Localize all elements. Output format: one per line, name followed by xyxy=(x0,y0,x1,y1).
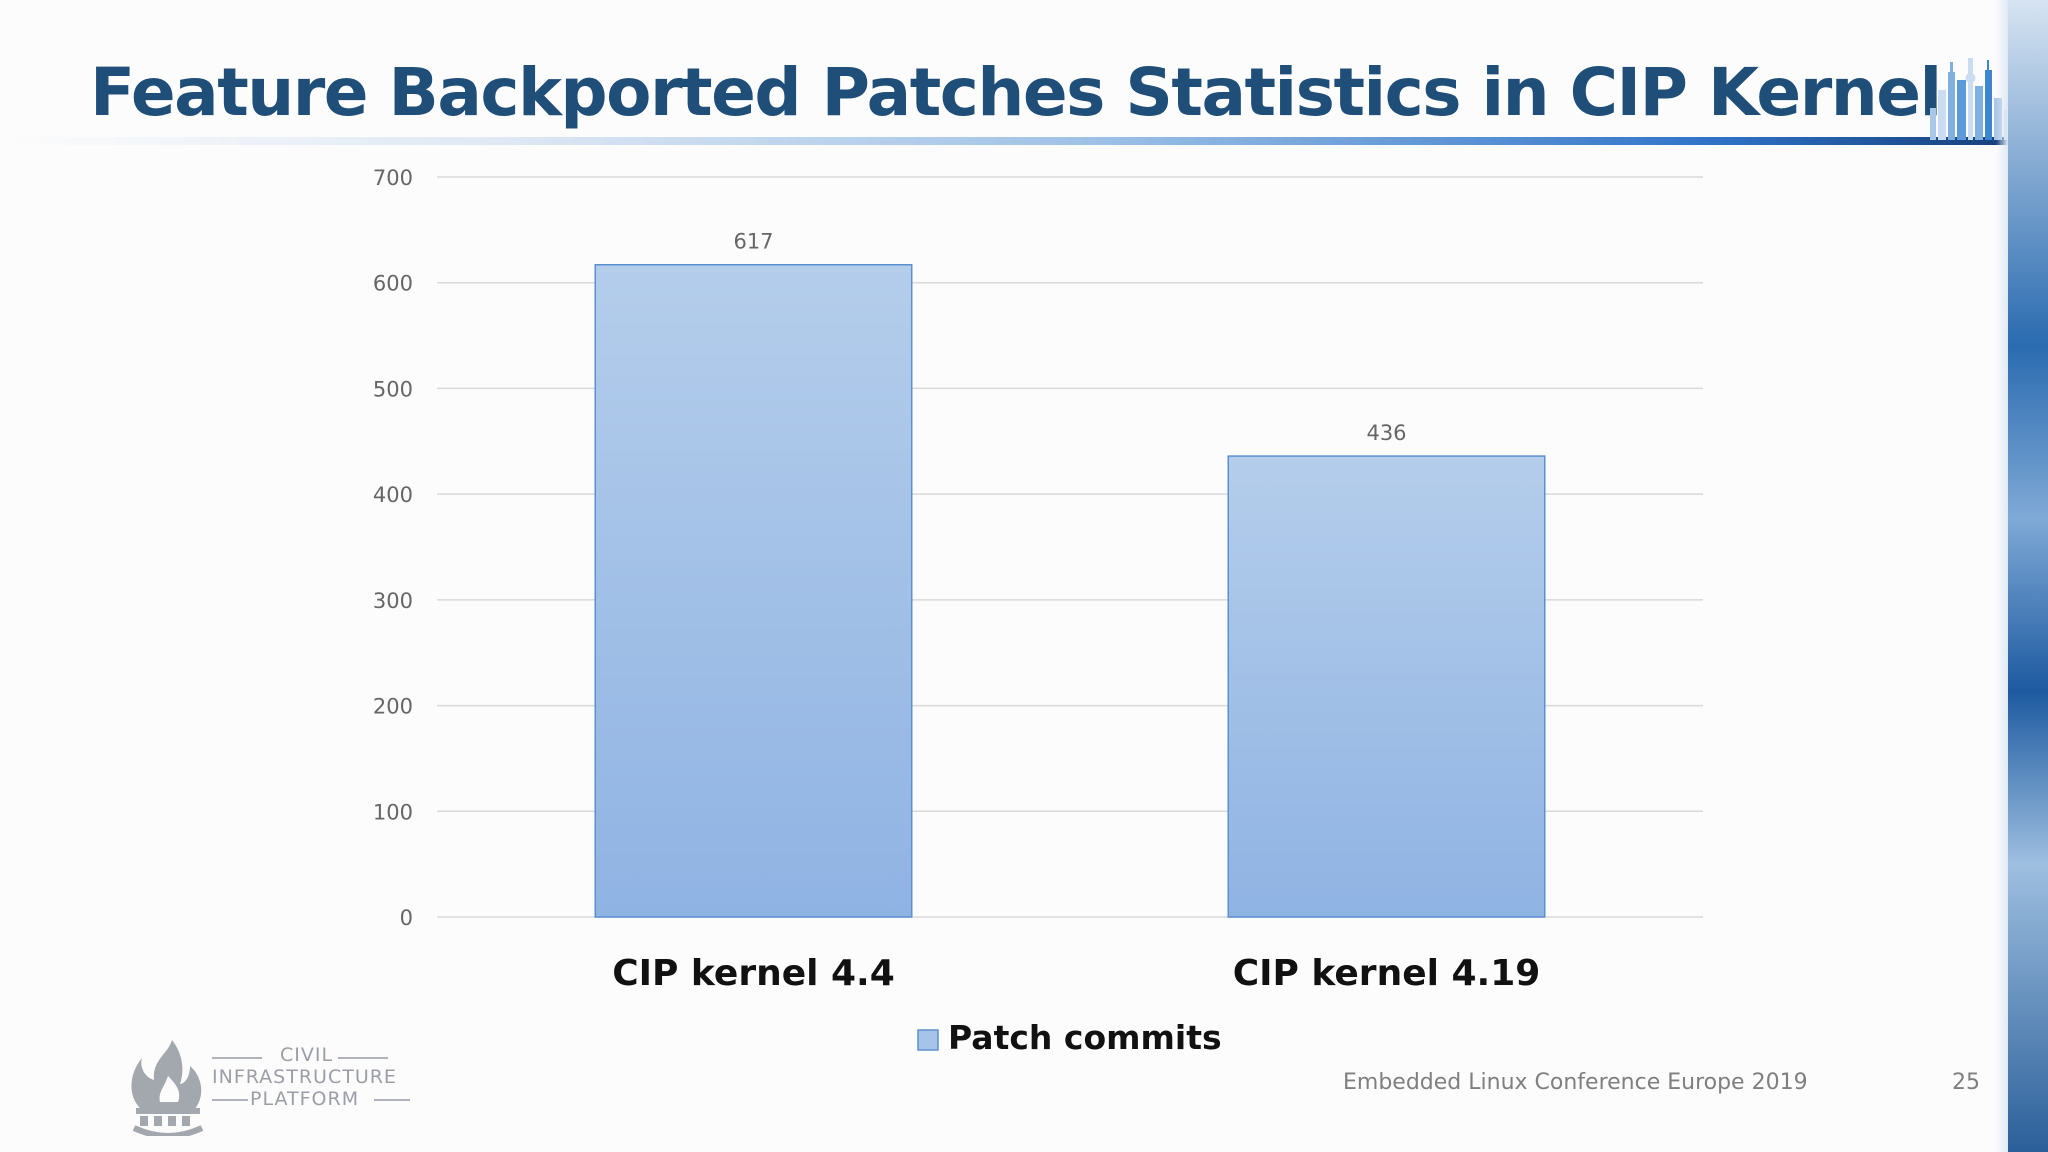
slide-title: Feature Backported Patches Statistics in… xyxy=(90,54,1942,131)
data-label: 617 xyxy=(733,230,773,254)
y-tick-label: 100 xyxy=(373,800,413,824)
y-tick-label: 0 xyxy=(400,906,413,930)
y-tick-label: 600 xyxy=(373,272,413,296)
logo-text-infrastructure: INFRASTRUCTURE xyxy=(212,1066,397,1088)
y-tick-label: 400 xyxy=(373,483,413,507)
y-tick-label: 700 xyxy=(373,166,413,190)
legend-label: Patch commits xyxy=(948,1018,1222,1057)
title-underline xyxy=(0,137,2012,145)
x-category-label: CIP kernel 4.4 xyxy=(612,953,895,994)
logo-text-platform: PLATFORM xyxy=(250,1088,360,1110)
y-tick-label: 300 xyxy=(373,589,413,613)
bar xyxy=(594,263,913,918)
right-decorative-edge xyxy=(1996,0,2008,1152)
flame-logo-icon xyxy=(131,1040,204,1136)
y-tick-label: 500 xyxy=(373,377,413,401)
right-decorative-band xyxy=(2008,0,2048,1152)
logo-text-civil: CIVIL xyxy=(280,1044,334,1066)
data-labels: 617 436 xyxy=(733,230,1406,445)
bars xyxy=(594,263,1546,918)
x-category-label: CIP kernel 4.19 xyxy=(1233,953,1541,994)
y-tick-label: 200 xyxy=(373,695,413,719)
x-axis-categories: CIP kernel 4.4 CIP kernel 4.19 xyxy=(612,953,1540,994)
data-label: 436 xyxy=(1366,421,1406,445)
legend-swatch xyxy=(917,1029,939,1051)
y-axis-ticks: 0 100 200 300 400 500 600 700 xyxy=(373,166,413,930)
page-number: 25 xyxy=(1952,1070,1980,1095)
cip-logo: CIVIL INFRASTRUCTURE PLATFORM xyxy=(128,1036,418,1136)
bar xyxy=(1227,455,1546,918)
footer-conference: Embedded Linux Conference Europe 2019 xyxy=(1343,1070,1808,1095)
